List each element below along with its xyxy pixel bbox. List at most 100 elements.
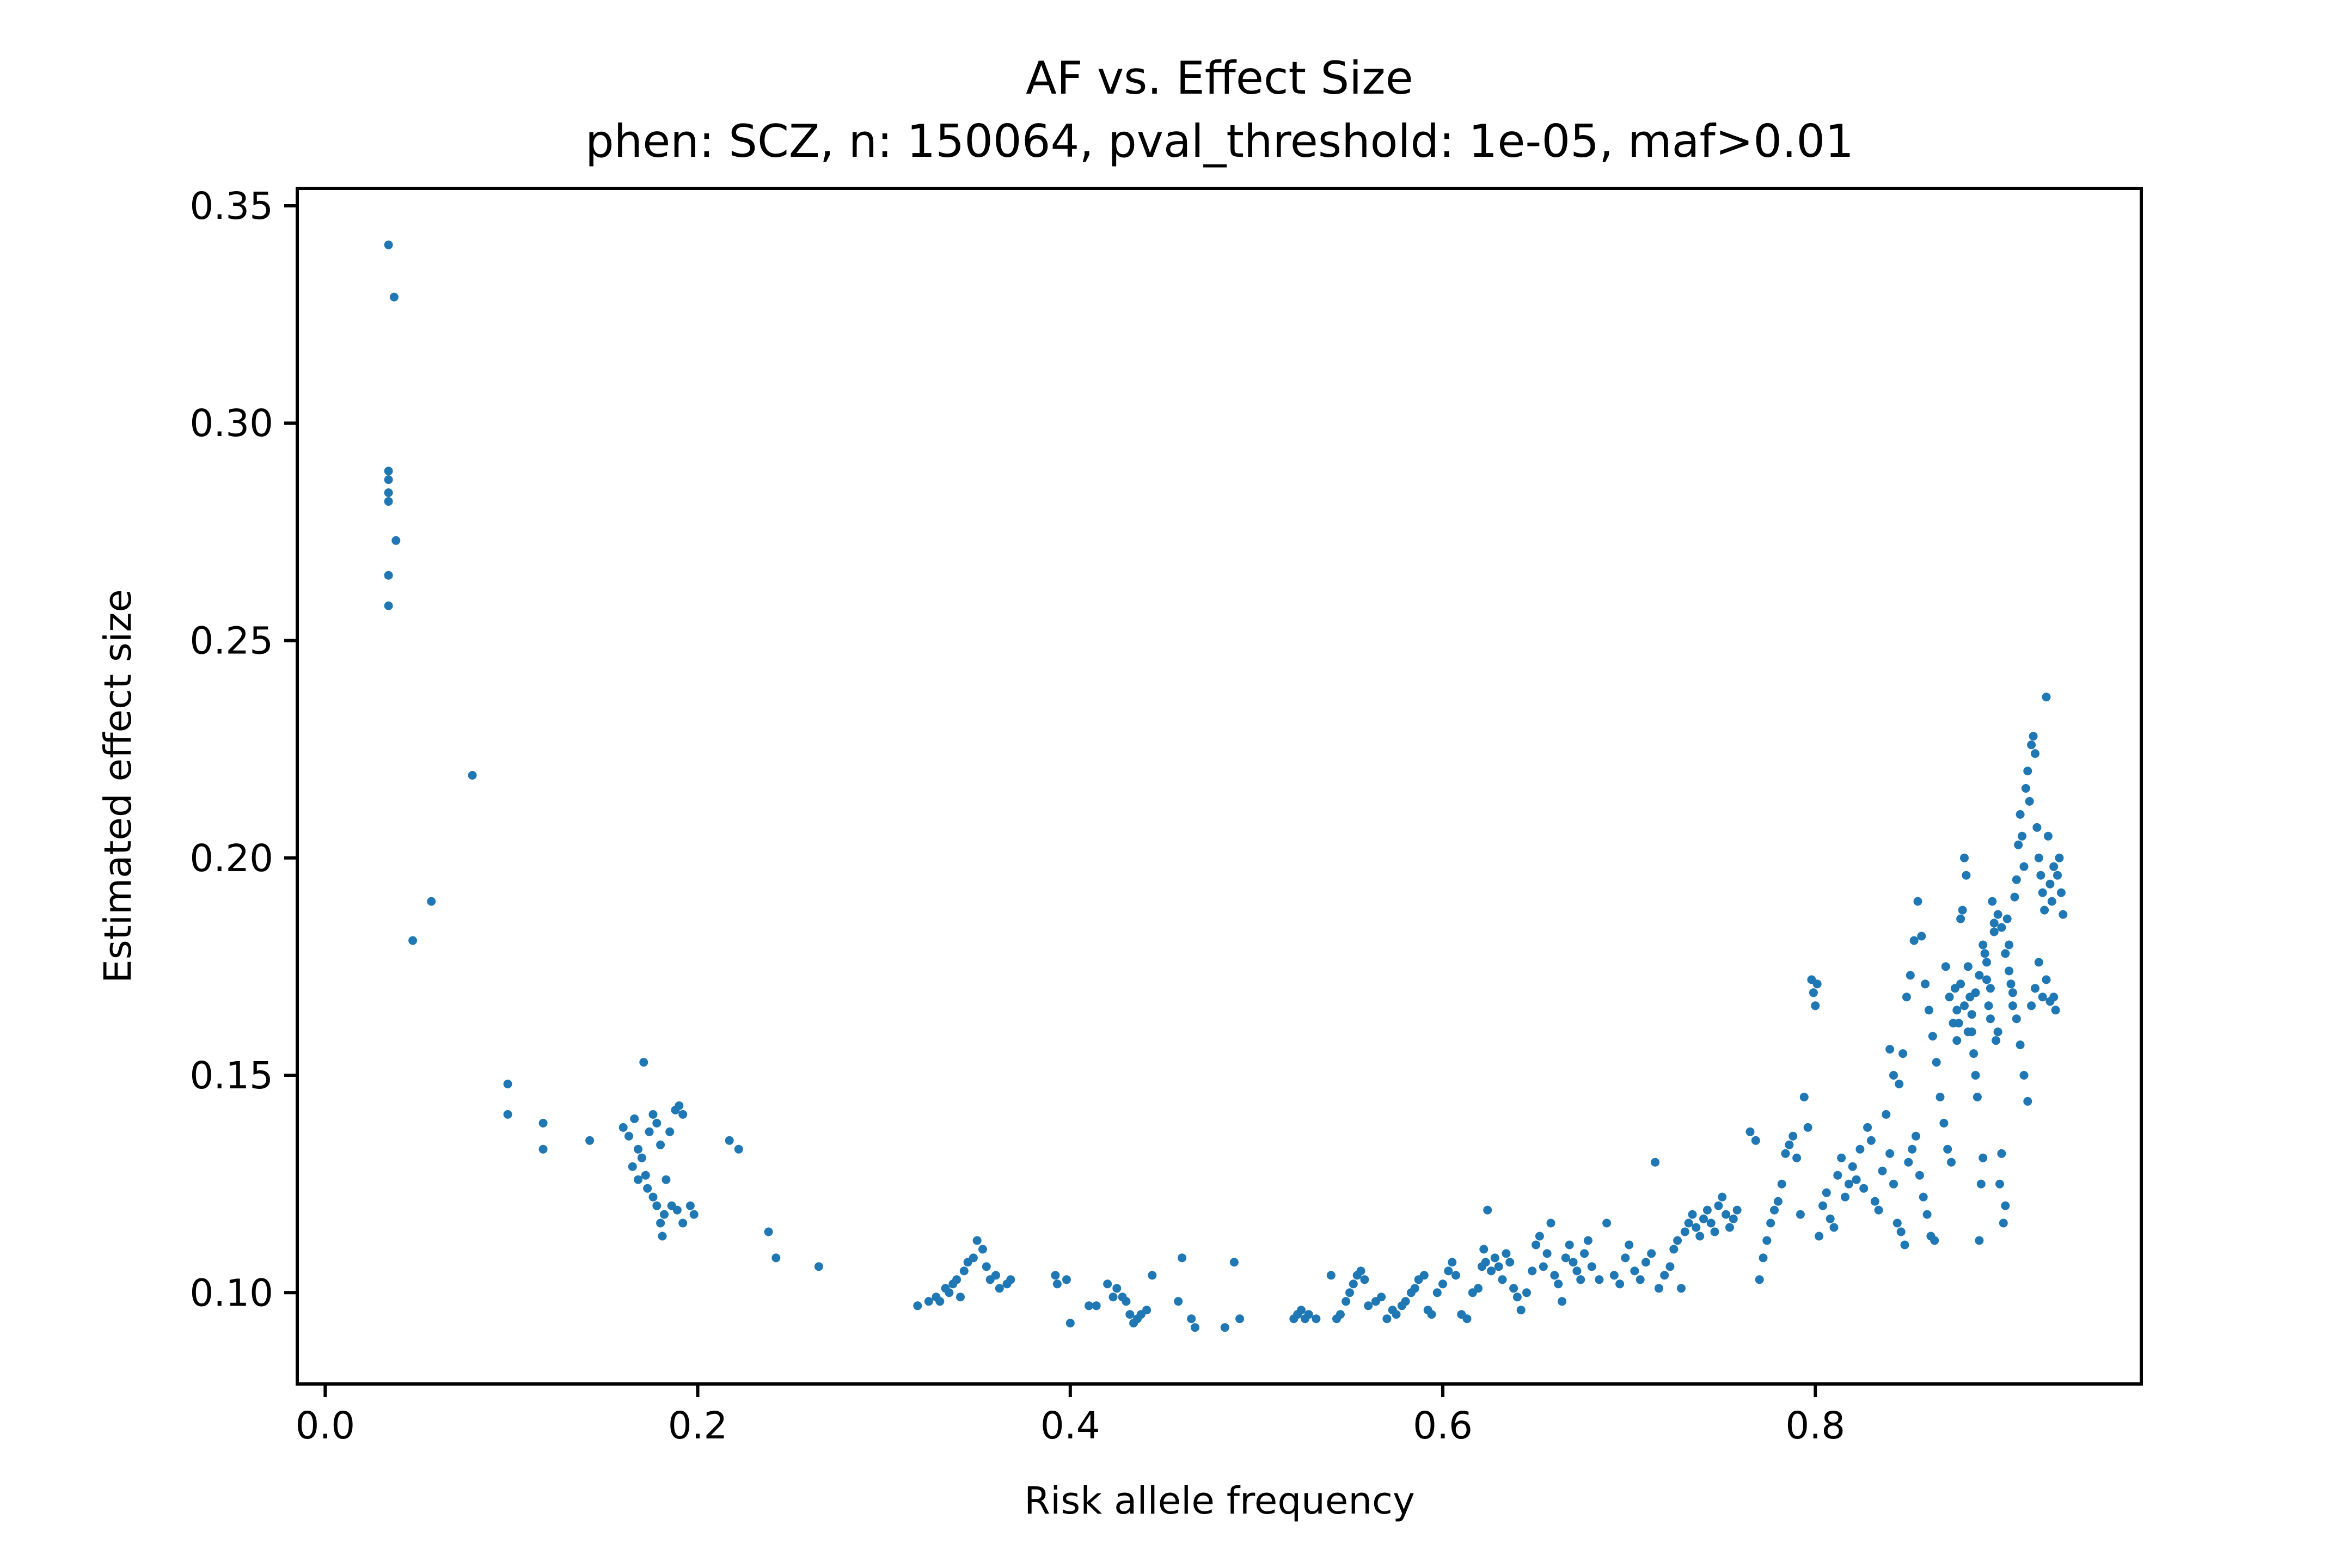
data-point — [1755, 1275, 1764, 1284]
data-point — [1304, 1310, 1313, 1319]
y-tick-label: 0.35 — [189, 185, 273, 228]
data-point — [1792, 1153, 1802, 1162]
data-point — [1673, 1236, 1682, 1245]
data-point — [1615, 1279, 1625, 1289]
data-point — [1569, 1258, 1578, 1267]
data-point — [1943, 1144, 1952, 1154]
data-point — [1345, 1288, 1354, 1297]
data-point — [1912, 1131, 1920, 1141]
data-point — [2005, 940, 2014, 950]
data-point — [672, 1205, 682, 1215]
data-point — [1142, 1306, 1152, 1315]
x-tick-label: 0.0 — [295, 1404, 355, 1448]
data-point — [1636, 1275, 1645, 1284]
data-point — [468, 771, 477, 780]
data-point — [2051, 1006, 2060, 1015]
data-point — [2012, 1014, 2021, 1024]
data-point — [1535, 1232, 1544, 1241]
data-point — [1844, 1179, 1853, 1189]
data-point — [1992, 1036, 2001, 1045]
data-point — [1896, 1227, 1906, 1236]
data-point — [1692, 1223, 1701, 1232]
data-point — [1522, 1288, 1531, 1297]
data-point — [1973, 1093, 1982, 1101]
chart-title: AF vs. Effect Size — [1026, 52, 1413, 105]
data-point — [384, 467, 393, 476]
y-axis-ticks: 0.10 0.15 0.20 0.25 0.30 0.35 — [189, 185, 297, 1315]
data-point — [1108, 1293, 1118, 1302]
data-point — [1882, 1110, 1891, 1119]
data-point — [648, 1192, 658, 1202]
data-point — [1490, 1253, 1499, 1263]
data-point — [1909, 936, 1919, 945]
data-point — [1751, 1136, 1760, 1145]
data-point — [1680, 1227, 1689, 1236]
data-point — [1788, 1131, 1798, 1141]
data-point — [665, 1127, 675, 1136]
data-point — [1906, 971, 1915, 980]
data-point — [2059, 910, 2068, 919]
data-point — [1432, 1288, 1442, 1297]
data-point — [2038, 888, 2047, 897]
data-point — [1505, 1258, 1515, 1267]
data-point — [1919, 1192, 1928, 1202]
data-point — [1818, 1201, 1827, 1210]
data-point — [1925, 1006, 1933, 1015]
data-point — [1949, 1019, 1958, 1028]
data-point — [2034, 958, 2043, 967]
data-point — [630, 1114, 639, 1123]
data-point — [1997, 923, 2006, 932]
data-point — [1191, 1323, 1199, 1332]
data-point — [624, 1131, 633, 1141]
y-tick-label: 0.15 — [189, 1054, 273, 1098]
data-point — [656, 1140, 665, 1149]
data-point — [1958, 905, 1967, 915]
data-point — [1364, 1301, 1373, 1310]
data-point — [924, 1297, 933, 1306]
data-point — [1781, 1149, 1790, 1158]
data-point — [503, 1110, 512, 1119]
data-point — [1889, 1071, 1898, 1080]
data-point — [1866, 1136, 1876, 1145]
data-point — [1542, 1249, 1552, 1258]
data-point — [969, 1253, 978, 1263]
data-point — [538, 1118, 548, 1128]
data-point — [656, 1218, 665, 1228]
data-point — [1660, 1271, 1669, 1280]
data-point — [1349, 1279, 1358, 1289]
data-point — [2008, 988, 2017, 997]
data-point — [1630, 1266, 1639, 1276]
data-point — [1554, 1279, 1563, 1289]
data-point — [972, 1236, 982, 1245]
x-tick-label: 0.8 — [1785, 1404, 1845, 1448]
data-point — [1913, 897, 1922, 906]
data-point — [1392, 1310, 1401, 1319]
data-point — [1997, 1149, 2006, 1158]
data-point — [1558, 1297, 1566, 1306]
y-tick-label: 0.30 — [189, 402, 273, 445]
data-point — [2019, 862, 2029, 871]
data-point — [764, 1227, 773, 1236]
data-point — [645, 1127, 654, 1136]
data-point — [1462, 1314, 1472, 1324]
data-point — [1609, 1271, 1619, 1280]
data-point — [1852, 1175, 1861, 1184]
data-point — [1773, 1197, 1783, 1206]
data-point — [1785, 1140, 1794, 1149]
data-point — [628, 1162, 637, 1171]
data-point — [1342, 1297, 1351, 1306]
data-point — [1602, 1218, 1612, 1228]
data-point — [1930, 1236, 1939, 1245]
data-point — [2045, 879, 2055, 889]
data-point — [1065, 1319, 1075, 1328]
data-point — [660, 1210, 669, 1219]
data-point — [1427, 1310, 1436, 1319]
data-point — [2008, 1001, 2017, 1010]
data-point — [1986, 1014, 1995, 1024]
data-point — [1812, 979, 1822, 989]
data-point — [1092, 1301, 1101, 1310]
data-point — [959, 1266, 969, 1276]
data-point — [408, 936, 418, 945]
data-point — [618, 1123, 628, 1132]
data-point — [1419, 1271, 1429, 1280]
